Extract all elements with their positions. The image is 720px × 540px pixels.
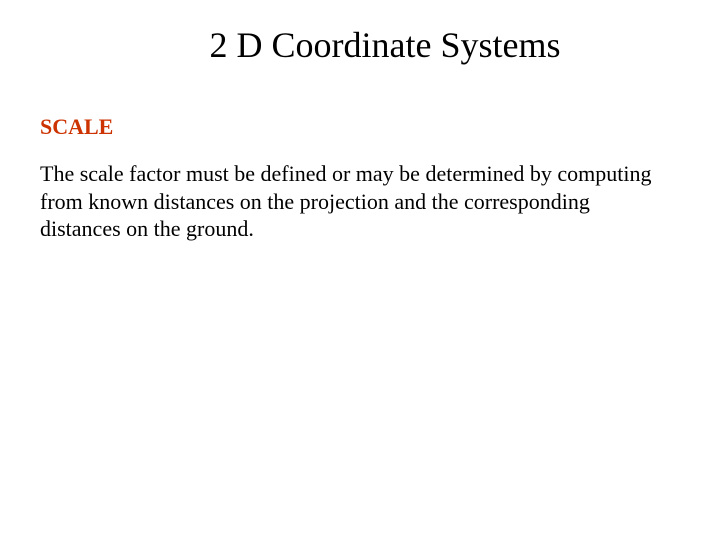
section-heading: SCALE	[40, 114, 680, 140]
slide-title: 2 D Coordinate Systems	[90, 24, 680, 66]
body-paragraph: The scale factor must be defined or may …	[40, 160, 660, 243]
